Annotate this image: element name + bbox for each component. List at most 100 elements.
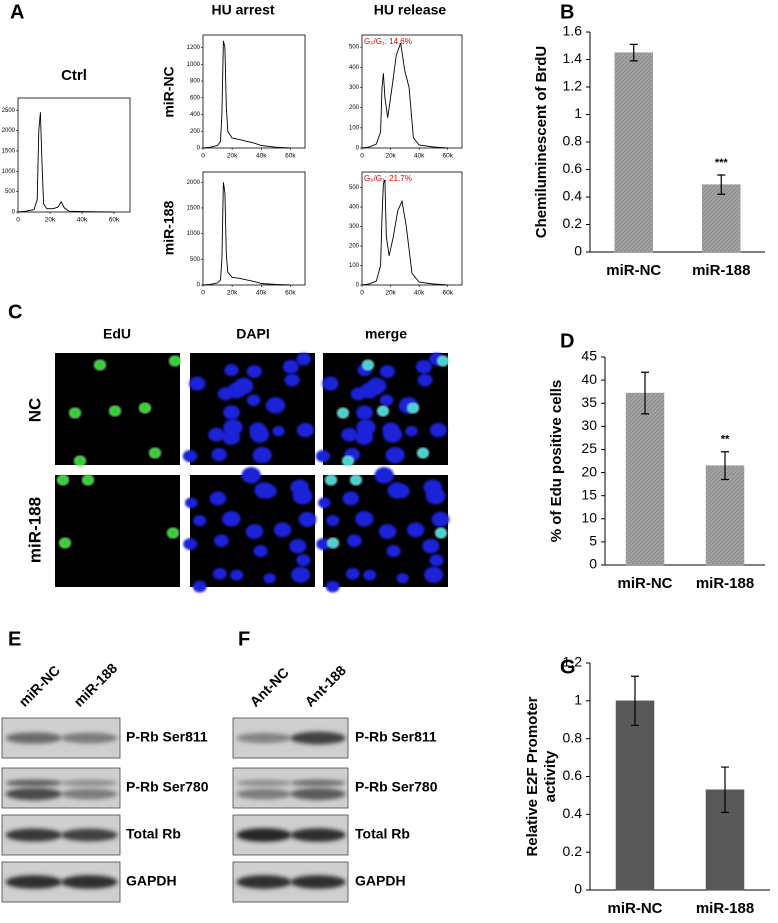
nucleus <box>292 487 313 505</box>
edu-nucleus <box>435 527 447 539</box>
edu-nucleus <box>57 474 69 486</box>
x-tick-label: 40k <box>256 290 267 297</box>
x-tick-label: 40k <box>77 217 88 224</box>
panel-label: B <box>560 1 574 23</box>
x-tick-label: 0 <box>201 290 205 297</box>
nucleus <box>386 545 401 558</box>
row-header: miR-188 <box>161 201 177 256</box>
nucleus <box>289 538 307 554</box>
edu-nucleus <box>325 474 337 486</box>
y-tick-label: 1 <box>574 105 582 121</box>
band <box>236 828 292 842</box>
panel-label: G <box>560 656 576 678</box>
nucleus <box>341 427 358 442</box>
y-tick-label: 30 <box>581 417 597 433</box>
x-tick-label: 0 <box>360 290 364 297</box>
nucleus <box>298 511 317 527</box>
y-tick-label: 200 <box>349 244 360 250</box>
nucleus <box>189 376 206 391</box>
nucleus <box>405 425 418 437</box>
histogram-line <box>202 182 291 286</box>
nuclei <box>183 467 317 593</box>
x-tick-label: 20k <box>45 217 56 224</box>
edu-nucleus <box>337 407 349 419</box>
histogram-line <box>361 42 448 149</box>
y-tick-label: 0 <box>356 283 360 289</box>
nucleus <box>385 446 405 464</box>
nucleus <box>378 524 397 539</box>
band <box>5 787 63 801</box>
histogram-line <box>361 179 448 286</box>
nucleus <box>246 394 261 406</box>
y-tick-label: 45 <box>581 348 597 364</box>
western-blots: miR-NC miR-188 P-Rb Ser811 P-Rb Ser780 Total… <box>1 660 438 903</box>
y-tick-label: 15 <box>581 486 597 502</box>
y-tick-label: 0.4 <box>563 805 583 821</box>
y-tick-label: 1200 <box>187 45 201 51</box>
edu-nucleus <box>407 402 419 414</box>
nucleus <box>241 467 261 484</box>
panel-label: D <box>560 330 574 352</box>
band <box>236 732 292 744</box>
y-tick-label: 20 <box>581 463 597 479</box>
nucleus <box>253 545 268 558</box>
nucleus <box>265 397 286 414</box>
y-tick-label: 400 <box>349 205 360 211</box>
y-tick-label: 300 <box>349 85 360 91</box>
nucleus <box>182 450 198 463</box>
band <box>61 779 118 787</box>
y-tick-label: 2000 <box>187 180 201 186</box>
y-tick-label: 0.2 <box>563 215 583 231</box>
band <box>290 731 346 745</box>
nucleus <box>245 524 264 539</box>
band-label: P-Rb Ser780 <box>126 779 209 795</box>
edu-nucleus <box>82 474 94 486</box>
nucleus <box>315 450 331 463</box>
y-tick-label: 2000 <box>2 128 16 134</box>
y-tick-label: 400 <box>190 112 201 118</box>
nucleus <box>263 573 276 584</box>
y-tick-label: 600 <box>190 95 201 101</box>
x-tick-label: miR-188 <box>696 575 754 592</box>
column-header: EdU <box>103 326 131 342</box>
plot-frame <box>202 171 306 286</box>
band <box>290 828 346 842</box>
nucleus <box>233 377 254 395</box>
x-tick-label: 60k <box>109 217 120 224</box>
band <box>290 788 346 800</box>
nucleus <box>431 511 450 527</box>
nucleus <box>355 511 374 527</box>
nucleus <box>422 538 440 554</box>
y-tick-label: 1000 <box>2 169 16 175</box>
nucleus <box>429 554 444 567</box>
band <box>236 779 292 787</box>
row-header: miR-NC <box>161 66 177 117</box>
error-bar <box>631 675 639 727</box>
y-axis-label: Chemiluminescent of BrdU <box>533 46 550 239</box>
y-tick-label: 10 <box>581 509 597 525</box>
edu-nucleus <box>377 405 389 417</box>
edu-nucleus <box>350 474 362 486</box>
y-tick-label: 500 <box>190 257 201 263</box>
x-tick-label: 20k <box>227 153 238 160</box>
y-tick-label: 1.2 <box>563 78 583 94</box>
edu-nucleus <box>74 455 86 467</box>
y-tick-label: 800 <box>190 79 201 85</box>
blot-strip <box>1 767 121 809</box>
x-tick-label: miR-NC <box>618 575 673 592</box>
nucleus <box>183 538 198 550</box>
bar <box>705 465 745 566</box>
edu-nucleus <box>109 405 121 417</box>
band <box>61 732 118 744</box>
nuclei <box>315 352 449 467</box>
nucleus <box>246 365 262 379</box>
nucleus <box>192 580 207 593</box>
error-bar <box>721 766 729 814</box>
edu-nucleus <box>169 355 181 367</box>
nucleus <box>223 405 241 420</box>
band-label: P-Rb Ser811 <box>126 729 208 745</box>
band-label: P-Rb Ser811 <box>355 729 437 745</box>
x-tick-label: 0 <box>360 153 364 160</box>
y-tick-label: 0 <box>12 210 16 216</box>
